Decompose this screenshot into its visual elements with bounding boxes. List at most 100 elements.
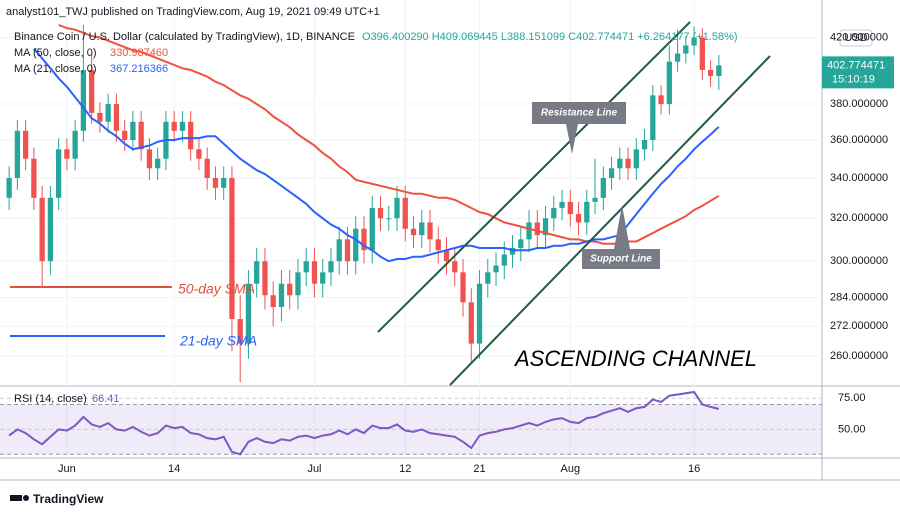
candle-body bbox=[155, 158, 161, 169]
candle-body bbox=[551, 207, 557, 219]
candle-body bbox=[435, 239, 441, 251]
y-tick-label: 272.000000 bbox=[830, 320, 888, 332]
candle-body bbox=[39, 197, 45, 262]
candle-body bbox=[493, 265, 499, 273]
candle-body bbox=[229, 177, 235, 319]
candle-body bbox=[575, 214, 582, 223]
series-line bbox=[8, 390, 720, 456]
candle-body bbox=[278, 283, 285, 308]
candle-body bbox=[254, 261, 260, 284]
candle-body bbox=[320, 272, 326, 284]
candle-body bbox=[146, 149, 153, 169]
candle-body bbox=[56, 149, 62, 198]
candle-body bbox=[237, 318, 243, 344]
candle-body bbox=[361, 228, 367, 251]
logo bbox=[10, 495, 29, 501]
drawings bbox=[10, 21, 771, 386]
candle-body bbox=[6, 177, 12, 198]
symbol-title: Binance Coin / U.S. Dollar (calculated b… bbox=[14, 31, 355, 43]
candle-body bbox=[47, 197, 54, 262]
legend-value: 66.41 bbox=[92, 393, 120, 405]
y-tick-label: 75.00 bbox=[838, 392, 866, 404]
candle-body bbox=[204, 158, 210, 178]
x-tick-label: 21 bbox=[473, 463, 485, 475]
currency-badge[interactable] bbox=[839, 29, 873, 47]
candle-body bbox=[534, 222, 540, 236]
candle-body bbox=[245, 283, 252, 344]
candle-body bbox=[97, 112, 103, 122]
candle-body bbox=[452, 261, 458, 273]
candle-body bbox=[89, 69, 95, 113]
candle-body bbox=[270, 295, 276, 308]
candle-body bbox=[22, 130, 29, 159]
candle-body bbox=[138, 121, 144, 150]
countdown: 15:10:19 bbox=[832, 73, 875, 85]
candle-body bbox=[518, 239, 524, 249]
y-tick-label: 340.000000 bbox=[830, 172, 888, 184]
candle-body bbox=[196, 149, 202, 159]
candle-body bbox=[427, 222, 433, 240]
candle-body bbox=[212, 177, 219, 188]
last-price: 402.774471 bbox=[827, 59, 885, 71]
rsi-band bbox=[0, 404, 822, 455]
candle-body bbox=[113, 104, 120, 131]
candle-body bbox=[303, 261, 309, 273]
x-tick-label: Jul bbox=[307, 463, 321, 475]
candle-body bbox=[80, 69, 87, 131]
candle-body bbox=[567, 201, 573, 215]
logo-mark bbox=[23, 495, 29, 501]
y-tick-label: 50.00 bbox=[838, 423, 866, 435]
candle-body bbox=[509, 248, 516, 255]
candle-body bbox=[171, 121, 177, 131]
logo-mark bbox=[10, 495, 22, 501]
candle-body bbox=[592, 197, 598, 202]
candle-body bbox=[501, 254, 507, 266]
candle-body bbox=[674, 53, 681, 62]
candle-body bbox=[179, 121, 186, 131]
candle-body bbox=[476, 283, 483, 344]
candle-body bbox=[485, 272, 491, 284]
candle-body bbox=[386, 218, 392, 220]
candle-body bbox=[410, 228, 417, 236]
candle-body bbox=[419, 222, 425, 236]
candle-body bbox=[633, 149, 639, 169]
candle-body bbox=[377, 207, 384, 219]
y-tick-label: 260.000000 bbox=[830, 350, 888, 362]
y-tick-label: 380.000000 bbox=[830, 98, 888, 110]
candle-body bbox=[369, 207, 375, 251]
candle-body bbox=[460, 272, 466, 303]
resistance-callout bbox=[532, 102, 626, 154]
x-tick-label: 16 bbox=[688, 463, 700, 475]
channel-upper bbox=[377, 21, 691, 333]
candle-body bbox=[105, 104, 111, 122]
series-line bbox=[58, 24, 720, 245]
candle-body bbox=[625, 158, 631, 169]
annotation: Resistance Line bbox=[541, 108, 618, 119]
candle-body bbox=[336, 239, 342, 262]
candle-body bbox=[584, 201, 590, 223]
candle-body bbox=[559, 201, 565, 208]
candle-body bbox=[468, 302, 474, 344]
candle-body bbox=[221, 177, 227, 188]
legend-value: 367.216366 bbox=[110, 63, 168, 75]
candle-body bbox=[699, 37, 705, 70]
candle-body bbox=[716, 65, 722, 76]
x-tick-label: Jun bbox=[58, 463, 76, 475]
candle-body bbox=[130, 121, 136, 140]
legend-name: MA (21, close, 0) bbox=[14, 63, 97, 75]
candle-body bbox=[295, 272, 301, 296]
candle-body bbox=[122, 130, 128, 140]
candle-body bbox=[600, 177, 606, 198]
x-tick-label: 12 bbox=[399, 463, 411, 475]
annotation: 50-day SMA bbox=[178, 281, 255, 297]
y-tick-label: 284.000000 bbox=[830, 291, 888, 303]
candle-body bbox=[287, 283, 293, 296]
brand: TradingView bbox=[33, 492, 104, 506]
candle-body bbox=[344, 239, 351, 262]
annotation: Support Line bbox=[590, 254, 652, 265]
annotation: 21-day SMA bbox=[179, 333, 257, 349]
candle-body bbox=[402, 197, 408, 229]
ohlc: O396.400290 H409.069445 L388.151099 C402… bbox=[362, 31, 738, 43]
